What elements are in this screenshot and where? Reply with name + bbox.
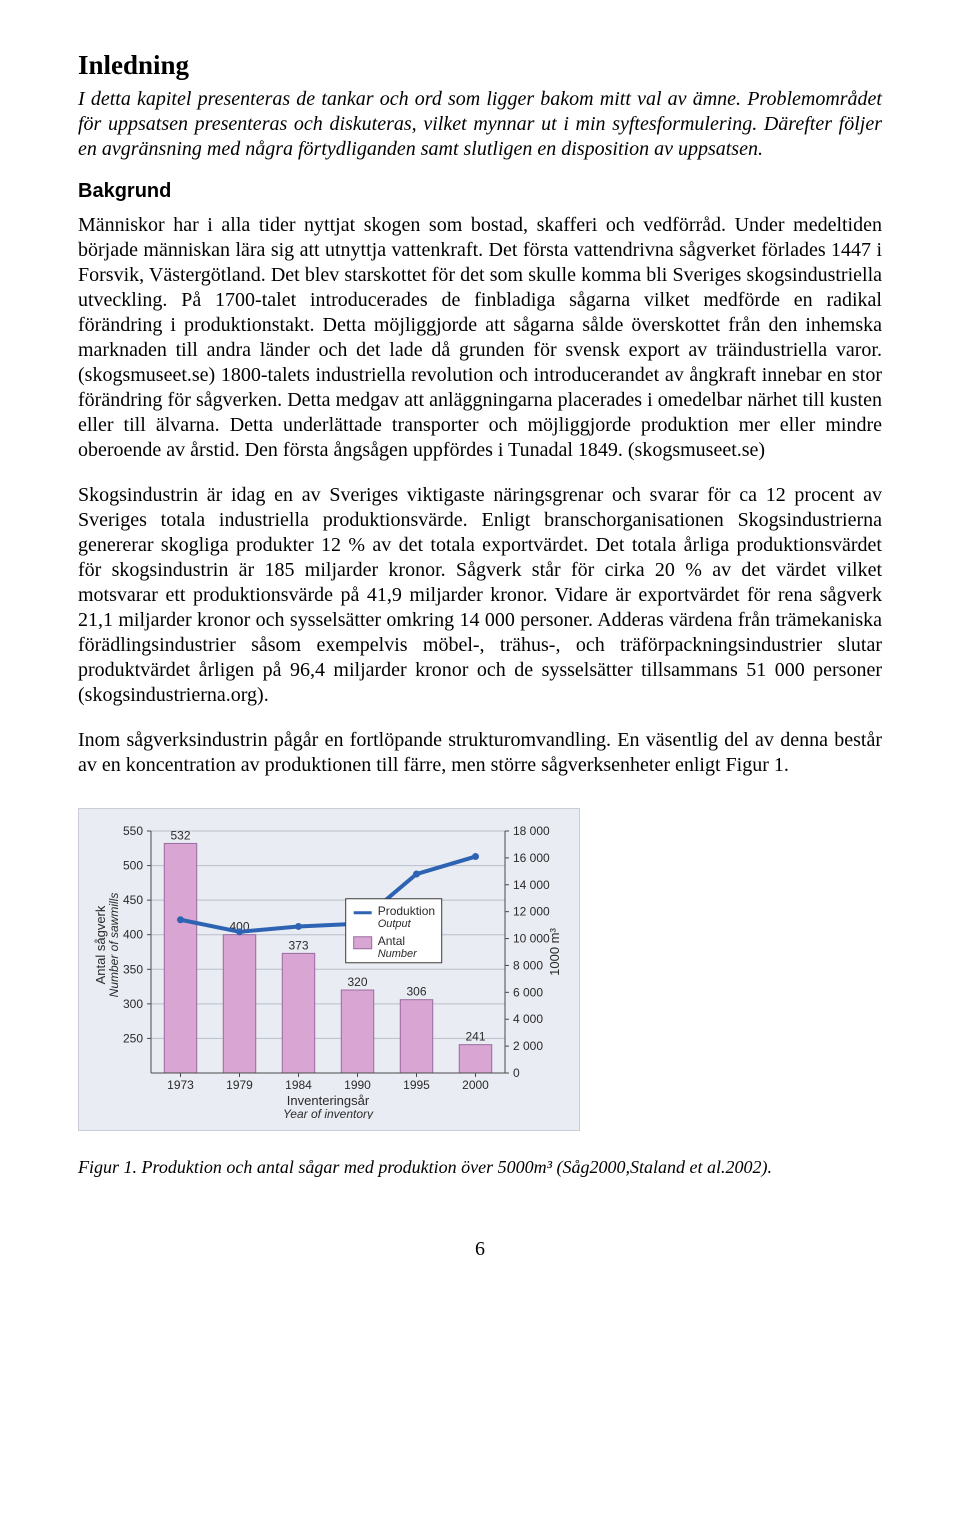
svg-text:373: 373	[288, 938, 308, 952]
svg-text:1973: 1973	[167, 1078, 194, 1092]
svg-text:Produktion: Produktion	[378, 904, 435, 918]
svg-text:14 000: 14 000	[513, 878, 550, 892]
svg-text:532: 532	[170, 828, 190, 842]
body-paragraph-3: Inom sågverksindustrin pågår en fortlöpa…	[78, 728, 882, 778]
svg-text:18 000: 18 000	[513, 824, 550, 838]
svg-text:0: 0	[513, 1066, 520, 1080]
svg-text:2000: 2000	[462, 1078, 489, 1092]
svg-text:550: 550	[123, 824, 143, 838]
svg-text:16 000: 16 000	[513, 851, 550, 865]
body-paragraph-2: Skogsindustrin är idag en av Sveriges vi…	[78, 483, 882, 708]
section-title: Inledning	[78, 50, 882, 81]
svg-text:1990: 1990	[344, 1078, 371, 1092]
svg-text:2 000: 2 000	[513, 1039, 543, 1053]
svg-text:300: 300	[123, 997, 143, 1011]
svg-text:500: 500	[123, 859, 143, 873]
svg-text:400: 400	[123, 928, 143, 942]
svg-text:1995: 1995	[403, 1078, 430, 1092]
svg-text:6 000: 6 000	[513, 985, 543, 999]
combo-chart: 250 300 350 400 450 500 550 0 2 000 4 000 6 000 8 0…	[89, 819, 569, 1119]
svg-text:8 000: 8 000	[513, 958, 543, 972]
svg-text:350: 350	[123, 962, 143, 976]
svg-text:Number of sawmills: Number of sawmills	[107, 893, 121, 998]
subsection-title: Bakgrund	[78, 180, 882, 203]
intro-paragraph: I detta kapitel presenteras de tankar oc…	[78, 87, 882, 162]
svg-text:10 000: 10 000	[513, 932, 550, 946]
svg-text:Number: Number	[378, 948, 418, 960]
figure-caption: Figur 1. Produktion och antal sågar med …	[78, 1157, 882, 1178]
svg-text:Inventeringsår: Inventeringsår	[287, 1093, 370, 1108]
body-paragraph-1: Människor har i alla tider nyttjat skoge…	[78, 213, 882, 463]
svg-text:1979: 1979	[226, 1078, 253, 1092]
svg-text:1984: 1984	[285, 1078, 312, 1092]
svg-text:Year of inventory: Year of inventory	[283, 1107, 374, 1119]
svg-text:1000 m³: 1000 m³	[547, 927, 562, 975]
page-number: 6	[78, 1238, 882, 1261]
svg-text:12 000: 12 000	[513, 905, 550, 919]
svg-text:Antal: Antal	[378, 934, 405, 948]
svg-text:250: 250	[123, 1031, 143, 1045]
svg-text:Antal sågverk: Antal sågverk	[93, 905, 108, 984]
chart-container: 250 300 350 400 450 500 550 0 2 000 4 000 6 000 8 0…	[78, 808, 580, 1131]
svg-text:Output: Output	[378, 918, 412, 930]
svg-text:306: 306	[406, 985, 426, 999]
svg-text:241: 241	[465, 1030, 485, 1044]
figure-1: 250 300 350 400 450 500 550 0 2 000 4 000 6 000 8 0…	[78, 808, 882, 1131]
svg-text:4 000: 4 000	[513, 1012, 543, 1026]
svg-text:320: 320	[347, 975, 367, 989]
page: Inledning I detta kapitel presenteras de…	[0, 0, 960, 1301]
svg-text:450: 450	[123, 893, 143, 907]
